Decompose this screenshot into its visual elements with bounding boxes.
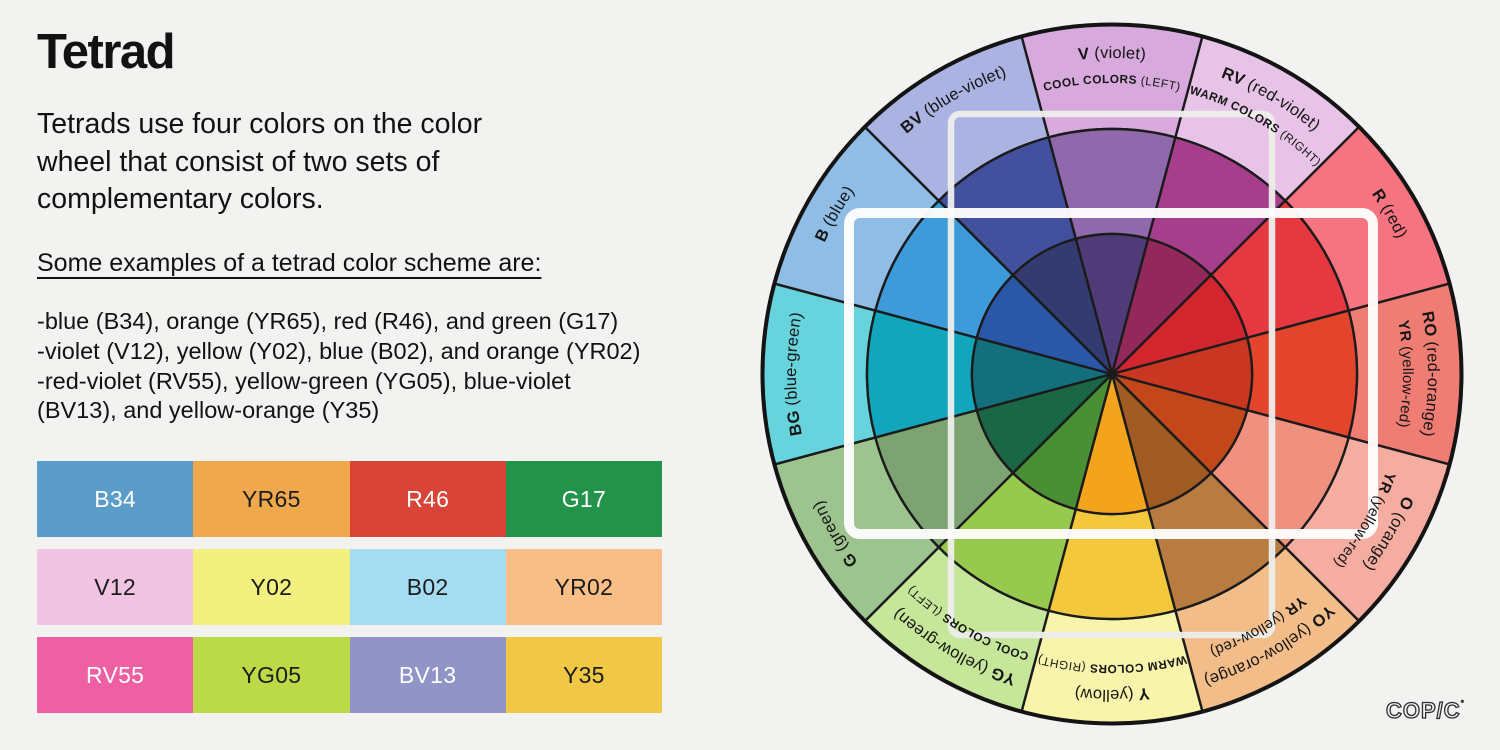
intro-line: wheel that consist of two sets of (37, 145, 440, 178)
swatch-cell-Y02: Y02 (193, 549, 350, 625)
swatch-cell-R46: R46 (349, 461, 506, 537)
wheel-label: RO (red-orange) (1418, 310, 1442, 439)
swatch-cell-G17: G17 (505, 461, 662, 537)
swatch-label: Y35 (562, 661, 605, 688)
intro-line: Tetrads use four colors on the color (37, 108, 483, 140)
wheel-label: Y (yellow) (1074, 684, 1151, 704)
swatch-cell-YR02: YR02 (505, 549, 662, 625)
wheel-outer-rim (760, 22, 1464, 726)
wheel-label: V (violet) (1077, 44, 1147, 64)
wheel-label: YR (yellow-red) (1394, 319, 1416, 429)
copic-logo-svg: COP/C° (1385, 697, 1465, 723)
swatch-cell-B02: B02 (349, 549, 506, 625)
swatch-label: YR65 (242, 485, 301, 512)
page-title: Tetrad (37, 25, 176, 79)
example-line: -red-violet (RV55), yellow-green (YG05),… (37, 367, 571, 394)
wheel-label: BG (blue-green) (782, 311, 806, 438)
tetrad-rectangle-landscape (844, 208, 1378, 539)
swatch-label: BV13 (398, 661, 457, 688)
example-line: -blue (B34), orange (YR65), red (R46), a… (37, 308, 619, 334)
color-wheel: V (violet) COOL COLORS (LEFT) RV (red-viol… (751, 14, 1473, 736)
swatch-label: R46 (406, 485, 450, 512)
intro-line: complementary colors. (37, 183, 324, 215)
wheel-segment-BV-inner-slice (1011, 237, 1114, 376)
swatch-cell-BV13: BV13 (349, 637, 506, 713)
wheel-segment-BG-outer-band (760, 282, 877, 466)
swatch-cell-YG05: YG05 (193, 637, 350, 713)
examples-heading: Some examples of a tetrad color scheme a… (37, 249, 542, 277)
swatch-label: V12 (94, 573, 137, 600)
swatch-label: YG05 (241, 661, 302, 688)
swatch-cell-YR65: YR65 (193, 461, 350, 537)
copic-logo-text: COP/C° (1386, 698, 1465, 723)
color-wheel-svg: V (violet)COOL COLORS (LEFT)RV (red-viol… (760, 22, 1464, 726)
swatch-label: G17 (561, 485, 607, 512)
copic-logo: COP/C° (1382, 694, 1492, 728)
swatch-cell-Y35: Y35 (505, 637, 662, 713)
swatch-cell-B34: B34 (37, 461, 194, 537)
swatch-label: RV55 (85, 661, 145, 688)
swatch-label: Y02 (250, 573, 293, 600)
example-line: -violet (V12), yellow (Y02), blue (B02),… (37, 337, 641, 364)
swatch-cell-RV55: RV55 (37, 637, 194, 713)
swatch-label: B02 (406, 573, 449, 600)
swatch-cell-V12: V12 (37, 549, 194, 625)
tetrad-rectangle-portrait (947, 110, 1276, 639)
example-line: (BV13), and yellow-orange (Y35) (37, 397, 380, 424)
swatch-label: B34 (94, 485, 137, 512)
swatch-label: YR02 (554, 573, 614, 600)
swatch-grid: B34 YR65 R46 G17 V12 Y02 B02 YR02 RV55 YG05 BV13 Y3… (37, 461, 662, 713)
intro-paragraph: Tetrads use four colors on the color whe… (37, 106, 482, 219)
examples-list: -blue (B34), orange (YR65), red (R46), a… (37, 307, 640, 426)
